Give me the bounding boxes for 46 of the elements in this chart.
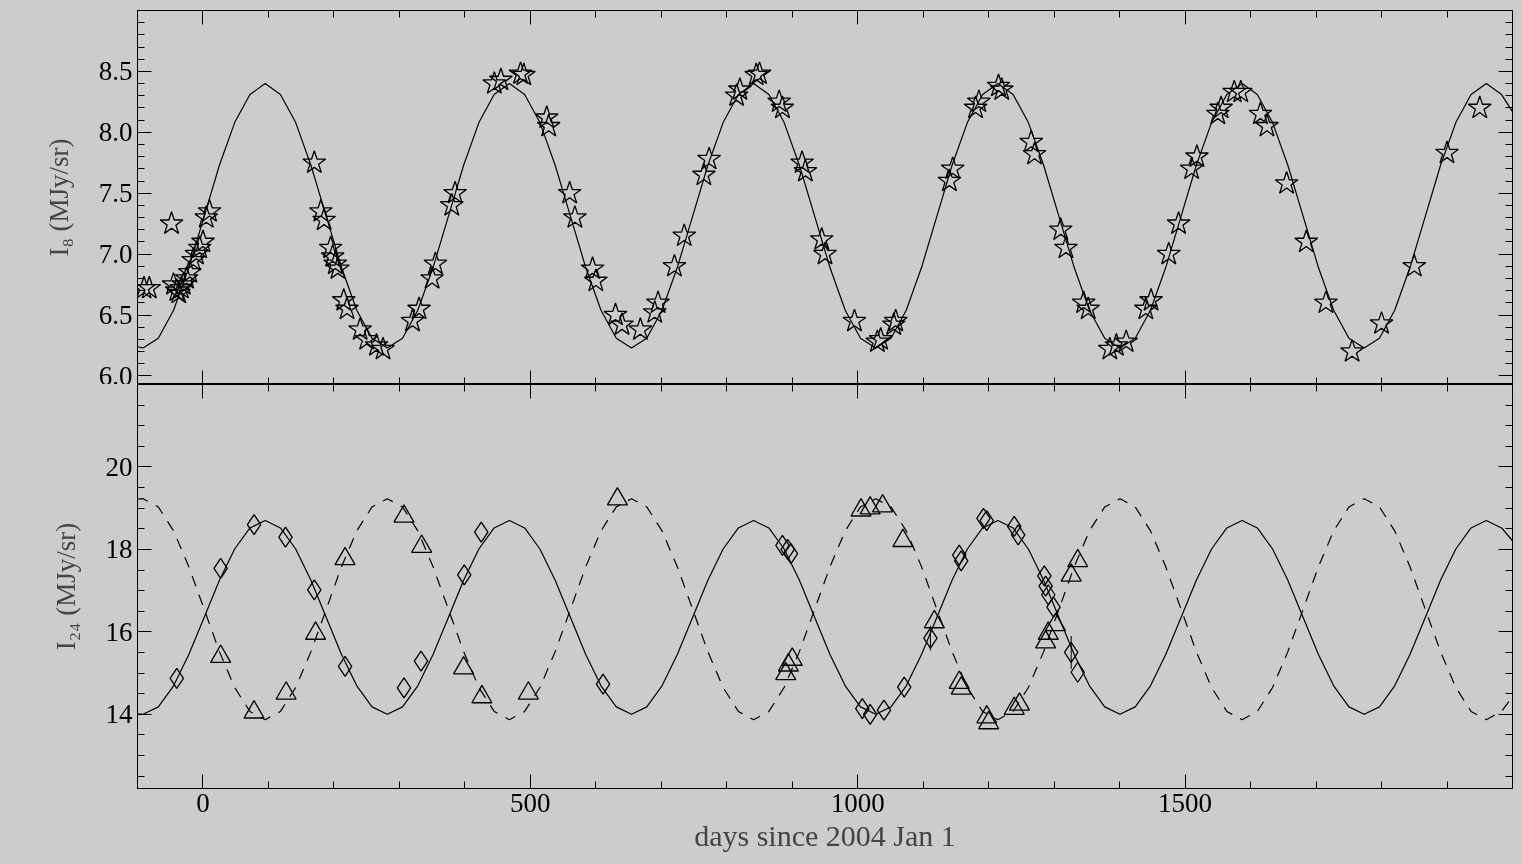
y-tick-label: 7.5: [98, 178, 133, 209]
point: [1010, 524, 1026, 546]
point: [1003, 696, 1025, 715]
point: [517, 681, 540, 700]
point: [243, 700, 265, 719]
point: [1035, 629, 1057, 649]
point: [1008, 692, 1031, 711]
point: [473, 521, 489, 543]
point: [1037, 621, 1059, 640]
point: [452, 655, 475, 675]
point: [471, 684, 493, 704]
y-tick-label: 8.0: [98, 117, 133, 148]
y-tick-label: 8.5: [98, 56, 133, 87]
y-tick-label: 6.0: [98, 360, 133, 391]
x-tick-label: 1000: [830, 787, 885, 818]
y-tick-label: 18: [105, 534, 133, 565]
y-tick-label: 20: [105, 451, 133, 482]
point: [456, 564, 472, 586]
y-tick-label: 7.0: [98, 239, 133, 270]
point: [275, 681, 297, 700]
point: [976, 704, 998, 724]
y-tick-label: 14: [105, 699, 133, 730]
point: [1040, 584, 1056, 606]
point: [1044, 612, 1067, 632]
point: [304, 621, 327, 640]
x-axis-title: days since 2004 Jan 1: [694, 818, 956, 852]
point: [775, 661, 797, 681]
y-tick-label: 6.5: [98, 300, 133, 331]
point: [951, 544, 967, 566]
x-tick-label: 500: [510, 787, 551, 818]
point: [948, 670, 970, 689]
point: [210, 644, 232, 664]
point: [1006, 515, 1022, 537]
y-tick-label: 16: [105, 616, 133, 647]
point: [978, 710, 1000, 730]
point: [923, 609, 945, 629]
y-axis-title: I₈ (MJy/sr): [43, 138, 74, 257]
point: [950, 676, 972, 695]
x-tick-label: 0: [196, 787, 210, 818]
point: [306, 579, 322, 601]
point: [246, 514, 262, 536]
point: [781, 647, 803, 666]
x-tick-label: 1500: [1158, 787, 1213, 818]
y-axis-title: I₂₄ (MJy/sr): [50, 522, 81, 651]
point: [777, 653, 799, 672]
point: [953, 550, 969, 572]
